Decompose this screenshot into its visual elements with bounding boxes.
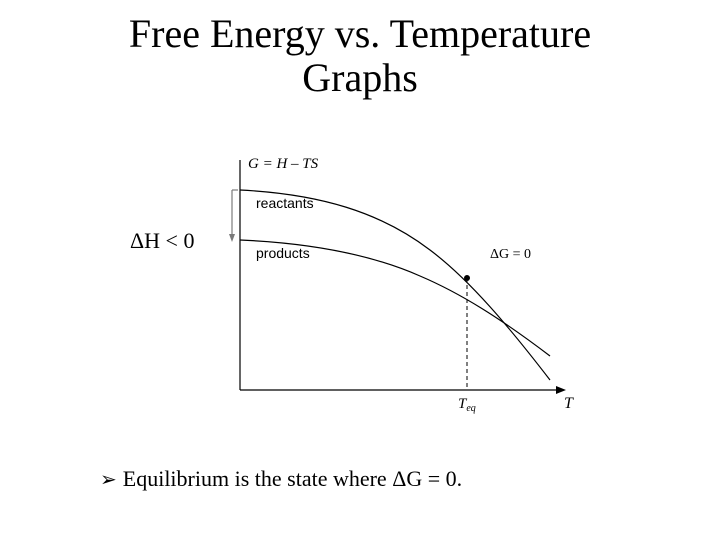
slide: Free Energy vs. Temperature Graphs ΔH < … [0, 0, 720, 540]
t-eq-label: Teq [458, 396, 476, 414]
bullet-text: Equilibrium is the state where ΔG = 0. [123, 466, 462, 492]
title-line-1: Free Energy vs. Temperature [129, 11, 591, 56]
reactants-label: reactants [256, 195, 314, 211]
x-axis-arrowhead [556, 386, 566, 394]
intersection-dot [464, 275, 470, 281]
bullet-arrow-icon: ➢ [100, 467, 117, 492]
delta-h-label: ΔH < 0 [130, 228, 194, 254]
bullet-point: ➢ Equilibrium is the state where ΔG = 0. [100, 466, 462, 492]
x-axis-label: T [564, 395, 574, 412]
t-eq-sub: eq [466, 403, 475, 414]
delta-g-label: ΔG = 0 [490, 247, 531, 262]
reactants-curve [240, 190, 550, 380]
free-energy-diagram: T G = H – TS reactants products Teq ΔG =… [200, 150, 580, 440]
slide-title: Free Energy vs. Temperature Graphs [0, 12, 720, 100]
products-label: products [256, 245, 310, 261]
equation-label: G = H – TS [248, 156, 319, 172]
delta-h-indicator [229, 190, 238, 242]
title-line-2: Graphs [302, 55, 418, 100]
